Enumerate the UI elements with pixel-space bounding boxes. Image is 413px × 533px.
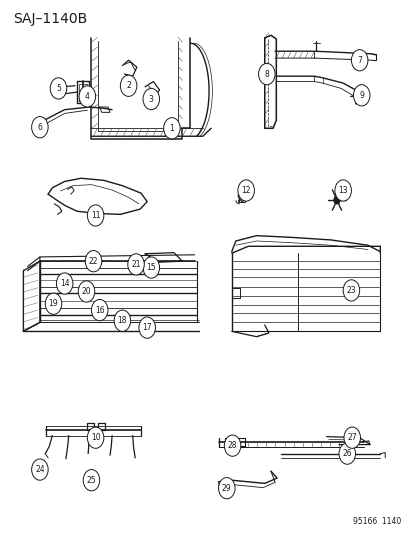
Circle shape xyxy=(91,300,108,321)
Text: 23: 23 xyxy=(346,286,355,295)
Circle shape xyxy=(79,86,95,107)
Text: 25: 25 xyxy=(86,476,96,484)
Text: 6: 6 xyxy=(37,123,42,132)
Text: 8: 8 xyxy=(264,70,268,78)
Circle shape xyxy=(87,205,104,226)
Circle shape xyxy=(139,317,155,338)
Circle shape xyxy=(114,310,131,332)
Text: SAJ–1140B: SAJ–1140B xyxy=(13,12,87,27)
Text: 9: 9 xyxy=(358,91,363,100)
Circle shape xyxy=(353,85,369,106)
Circle shape xyxy=(351,50,367,71)
Text: 95166  1140: 95166 1140 xyxy=(352,517,400,526)
Text: 3: 3 xyxy=(149,94,153,103)
Circle shape xyxy=(31,459,48,480)
Text: 27: 27 xyxy=(347,433,356,442)
Circle shape xyxy=(334,180,351,201)
Circle shape xyxy=(163,118,180,139)
Text: 18: 18 xyxy=(117,316,127,325)
Circle shape xyxy=(258,63,274,85)
Circle shape xyxy=(31,117,48,138)
Circle shape xyxy=(83,470,100,491)
Text: 5: 5 xyxy=(56,84,61,93)
Circle shape xyxy=(237,180,254,201)
Text: 19: 19 xyxy=(49,299,58,308)
Text: 22: 22 xyxy=(88,257,98,265)
Circle shape xyxy=(87,427,104,448)
Circle shape xyxy=(128,254,144,275)
Circle shape xyxy=(120,75,137,96)
Circle shape xyxy=(343,427,360,448)
Circle shape xyxy=(143,88,159,110)
Text: 16: 16 xyxy=(95,305,104,314)
Text: 1: 1 xyxy=(169,124,174,133)
Circle shape xyxy=(85,251,102,272)
Circle shape xyxy=(143,257,159,278)
Text: 4: 4 xyxy=(85,92,90,101)
Circle shape xyxy=(224,435,240,456)
Text: 11: 11 xyxy=(90,211,100,220)
Text: 29: 29 xyxy=(221,483,231,492)
Text: 7: 7 xyxy=(356,56,361,64)
Text: 13: 13 xyxy=(337,186,347,195)
Text: 10: 10 xyxy=(90,433,100,442)
Circle shape xyxy=(218,478,235,499)
Circle shape xyxy=(56,273,73,294)
Text: 12: 12 xyxy=(241,186,250,195)
Text: 14: 14 xyxy=(60,279,69,288)
Circle shape xyxy=(333,196,339,204)
Text: 21: 21 xyxy=(131,260,140,269)
Text: 17: 17 xyxy=(142,323,152,332)
Text: 20: 20 xyxy=(81,287,91,296)
Circle shape xyxy=(338,443,355,464)
Text: 28: 28 xyxy=(227,441,237,450)
Text: 26: 26 xyxy=(342,449,351,458)
Text: 24: 24 xyxy=(35,465,45,474)
Circle shape xyxy=(45,293,62,314)
Circle shape xyxy=(78,281,95,302)
Text: 15: 15 xyxy=(146,263,156,272)
Circle shape xyxy=(50,78,66,99)
Circle shape xyxy=(342,280,359,301)
Text: 2: 2 xyxy=(126,81,131,90)
